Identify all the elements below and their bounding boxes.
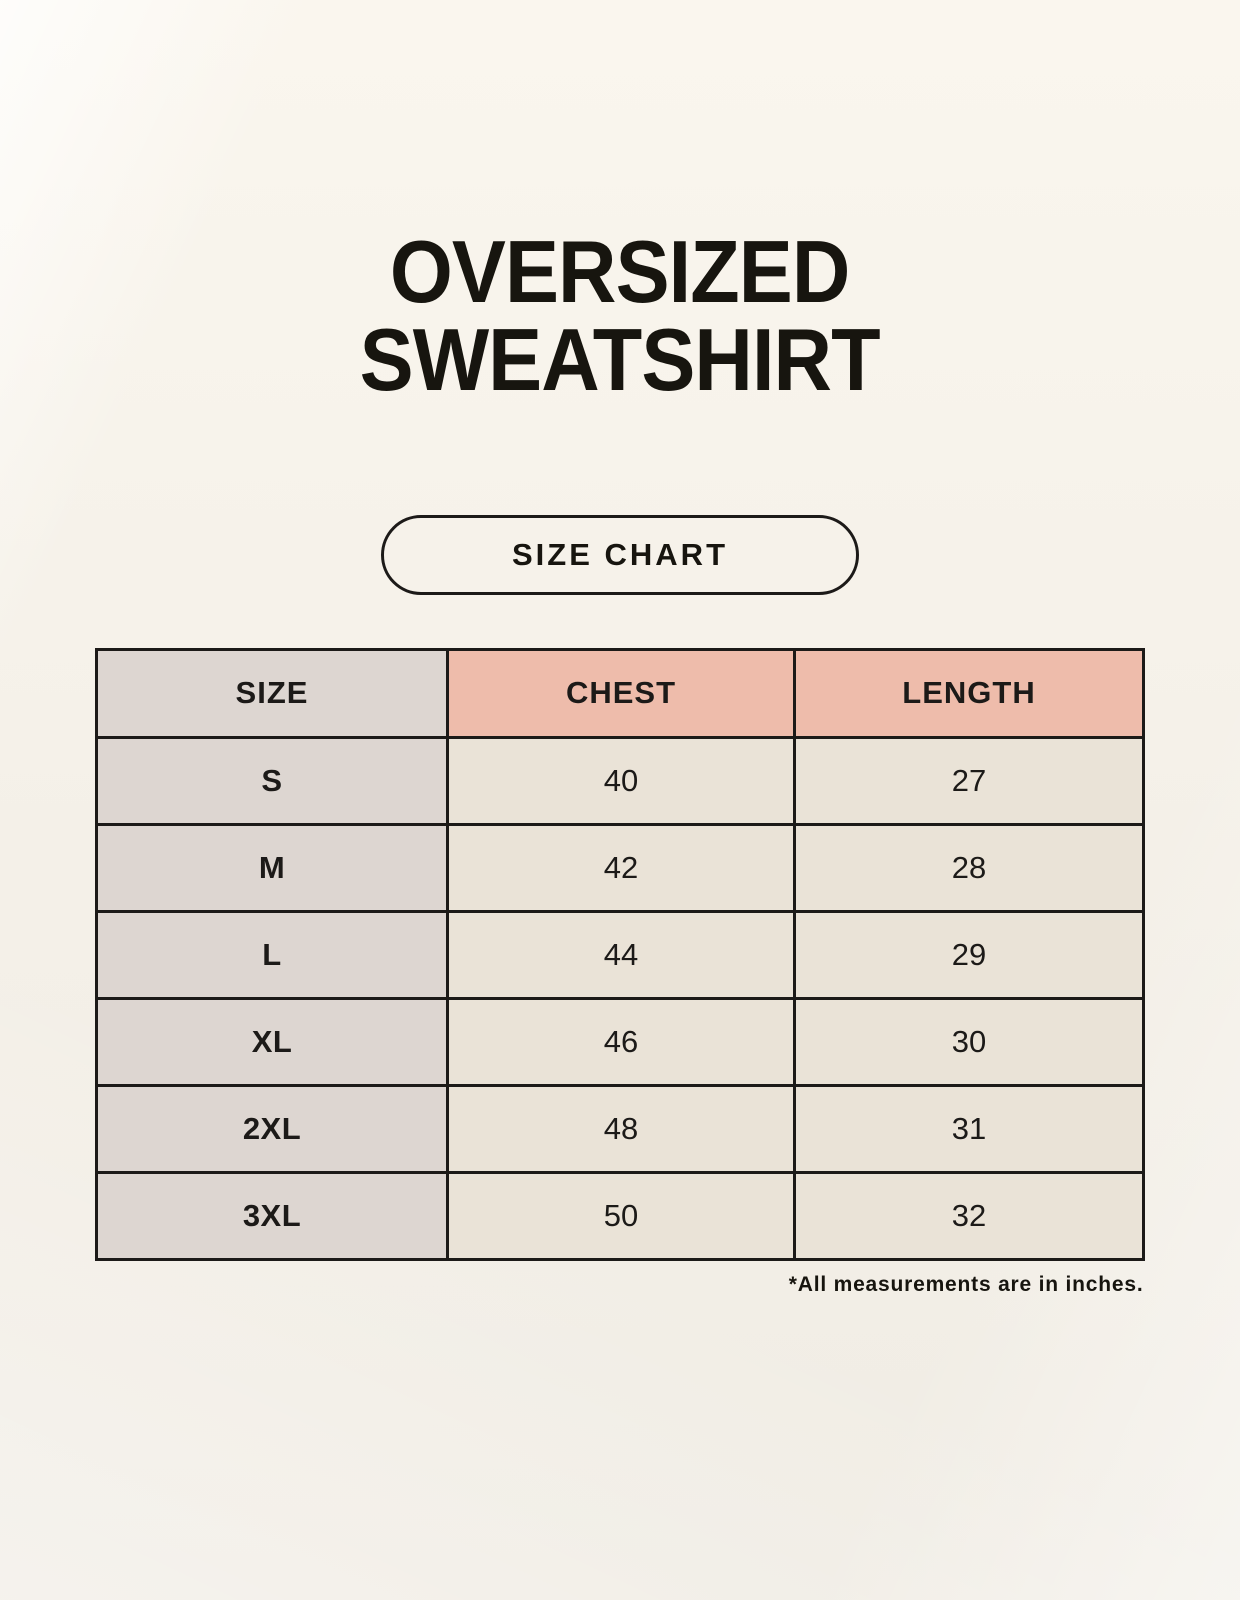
header-size: SIZE — [95, 647, 449, 739]
page-title-line1: OVERSIZED — [390, 222, 851, 321]
length-value: 27 — [793, 735, 1145, 826]
table-row: 2XL 48 31 — [95, 1083, 1145, 1174]
size-label: 3XL — [95, 1170, 449, 1261]
table-row: XL 46 30 — [95, 996, 1145, 1087]
size-chart-button[interactable]: SIZE CHART — [381, 514, 859, 595]
length-value: 31 — [793, 1083, 1145, 1174]
size-label: M — [95, 822, 449, 913]
chest-value: 48 — [446, 1083, 796, 1174]
chest-value: 44 — [446, 909, 796, 1000]
measurements-footnote: *All measurements are in inches. — [788, 1272, 1144, 1296]
page-title-line2: SWEATSHIRT — [359, 310, 881, 409]
header-chest: CHEST — [446, 647, 796, 739]
table-row: S 40 27 — [95, 735, 1145, 826]
length-value: 32 — [793, 1170, 1145, 1261]
size-label: S — [95, 735, 449, 826]
size-label: L — [95, 909, 449, 1000]
chest-value: 42 — [446, 822, 796, 913]
size-label: 2XL — [95, 1083, 449, 1174]
length-value: 30 — [793, 996, 1145, 1087]
chest-value: 46 — [446, 996, 796, 1087]
table-row: L 44 29 — [95, 909, 1145, 1000]
table-row: 3XL 50 32 — [95, 1170, 1145, 1261]
header-length: LENGTH — [793, 647, 1145, 739]
table-row: M 42 28 — [95, 822, 1145, 913]
length-value: 28 — [793, 822, 1145, 913]
chest-value: 50 — [446, 1170, 796, 1261]
chest-value: 40 — [446, 735, 796, 826]
table-header-row: SIZE CHEST LENGTH — [95, 647, 1145, 739]
page-title: OVERSIZED SWEATSHIRT — [359, 222, 881, 409]
length-value: 29 — [793, 909, 1145, 1000]
size-label: XL — [95, 996, 449, 1087]
size-chart-table: SIZE CHEST LENGTH S 40 27 M 42 28 L 44 2… — [95, 647, 1145, 1261]
